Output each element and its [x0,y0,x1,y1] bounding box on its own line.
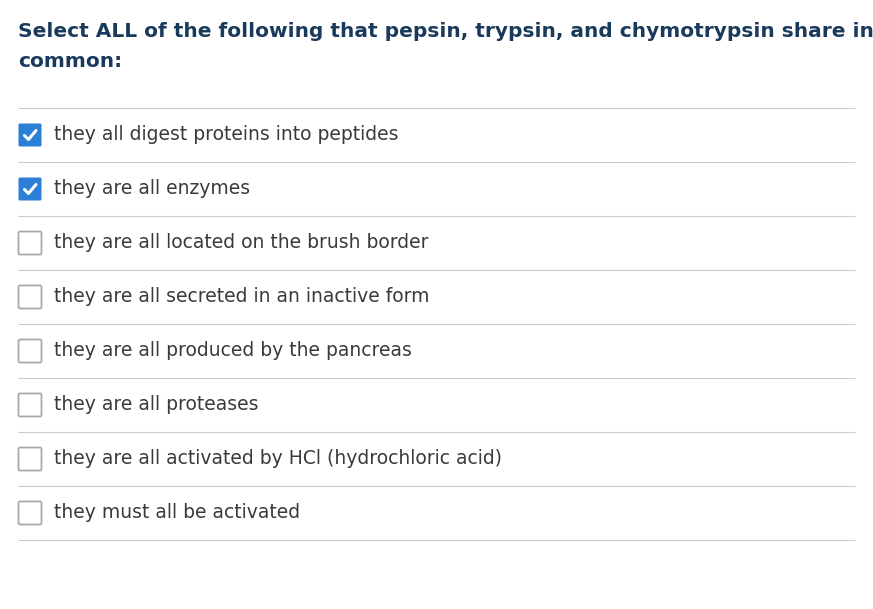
Text: they all digest proteins into peptides: they all digest proteins into peptides [54,125,398,144]
FancyBboxPatch shape [18,231,42,255]
Text: they are all enzymes: they are all enzymes [54,180,251,199]
FancyBboxPatch shape [18,339,42,362]
Text: they are all produced by the pancreas: they are all produced by the pancreas [54,342,412,361]
Text: they are all activated by HCl (hydrochloric acid): they are all activated by HCl (hydrochlo… [54,449,502,468]
FancyBboxPatch shape [18,286,42,309]
FancyBboxPatch shape [18,177,42,200]
Text: they must all be activated: they must all be activated [54,504,300,523]
Text: Select ALL of the following that pepsin, trypsin, and chymotrypsin share in: Select ALL of the following that pepsin,… [18,22,873,41]
Text: they are all located on the brush border: they are all located on the brush border [54,233,429,253]
FancyBboxPatch shape [18,124,42,147]
FancyBboxPatch shape [18,393,42,417]
Text: they are all proteases: they are all proteases [54,395,258,415]
FancyBboxPatch shape [18,501,42,524]
Text: common:: common: [18,52,122,71]
FancyBboxPatch shape [18,448,42,471]
Text: they are all secreted in an inactive form: they are all secreted in an inactive for… [54,287,430,306]
